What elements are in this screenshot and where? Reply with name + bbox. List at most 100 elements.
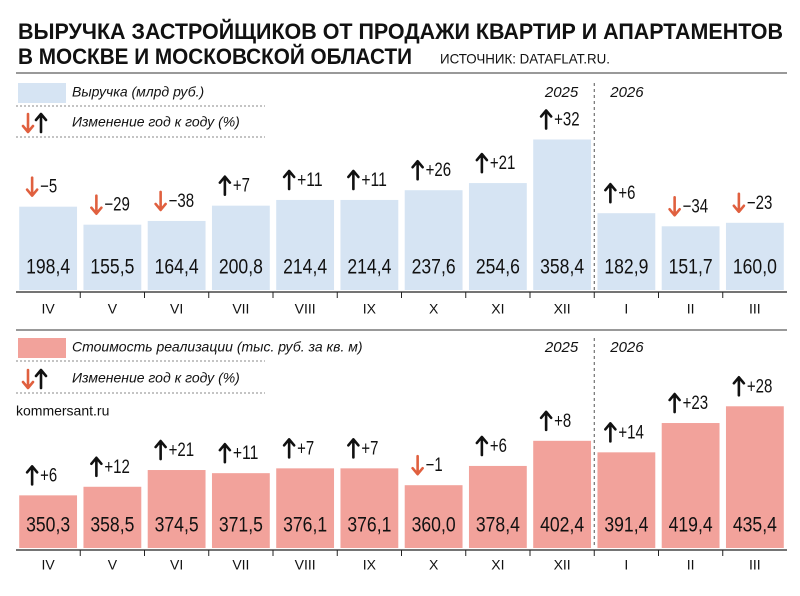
legend-swatch xyxy=(18,83,66,103)
legend-arrow xyxy=(34,368,48,390)
change-label: +8 xyxy=(554,411,571,432)
change-label: +26 xyxy=(426,160,452,181)
bar xyxy=(468,465,527,548)
x-tick-label: X xyxy=(429,557,439,573)
change-arrow xyxy=(411,454,424,476)
change-arrow xyxy=(218,442,232,464)
change-label: −23 xyxy=(747,193,773,214)
year-label: 2025 xyxy=(544,339,579,356)
bar xyxy=(597,452,656,548)
bar xyxy=(83,486,142,548)
change-arrow xyxy=(475,152,489,174)
change-arrow xyxy=(411,159,424,181)
legend-arrow xyxy=(34,112,48,134)
bar-value-label: 360,0 xyxy=(412,514,456,537)
change-label: −34 xyxy=(683,196,709,217)
change-arrow xyxy=(604,182,617,204)
bar-value-label: 160,0 xyxy=(733,256,777,279)
change-label: −38 xyxy=(169,191,195,212)
legend-label: Стоимость реализации (тыс. руб. за кв. м… xyxy=(72,339,363,355)
x-tick-label: IX xyxy=(363,557,377,573)
change-label: +21 xyxy=(169,440,195,461)
x-tick-label: II xyxy=(687,557,695,573)
change-arrow xyxy=(668,392,681,414)
x-tick-label: IV xyxy=(42,557,56,573)
x-tick-label: V xyxy=(108,557,118,573)
watermark: kommersant.ru xyxy=(16,403,109,419)
bar-value-label: 200,8 xyxy=(219,256,263,279)
x-tick-label: VII xyxy=(232,301,249,317)
bar-value-label: 182,9 xyxy=(604,256,648,279)
bar xyxy=(276,199,335,290)
legend-label: Изменение год к году (%) xyxy=(72,114,240,130)
legend-arrow xyxy=(21,112,35,134)
bar xyxy=(533,440,592,548)
bar-value-label: 214,4 xyxy=(283,256,327,279)
change-label: +7 xyxy=(361,438,378,459)
bar xyxy=(340,468,399,548)
change-label: +11 xyxy=(297,170,323,191)
bar-value-label: 358,5 xyxy=(90,514,134,537)
bar-value-label: 376,1 xyxy=(283,514,327,537)
bar xyxy=(147,220,206,290)
change-label: +6 xyxy=(618,183,635,204)
change-label: +12 xyxy=(104,457,130,478)
x-tick-label: I xyxy=(624,301,628,317)
x-tick-label: XI xyxy=(491,557,504,573)
change-arrow xyxy=(154,439,167,461)
bar-value-label: 151,7 xyxy=(669,256,713,279)
x-tick-label: IV xyxy=(42,301,56,317)
change-arrow xyxy=(732,192,746,214)
x-tick-label: III xyxy=(749,301,761,317)
bar-value-label: 435,4 xyxy=(733,514,777,537)
x-tick-label: IX xyxy=(363,301,377,317)
change-label: +11 xyxy=(233,443,259,464)
change-label: −5 xyxy=(40,177,57,198)
change-arrow xyxy=(25,465,39,486)
change-arrow xyxy=(347,169,360,191)
year-label: 2026 xyxy=(609,84,644,101)
x-tick-label: II xyxy=(687,301,695,317)
bar-value-label: 350,3 xyxy=(26,514,70,537)
bar xyxy=(468,183,527,290)
source: ИСТОЧНИК: DATAFLAT.RU. xyxy=(440,51,610,67)
change-arrow xyxy=(282,169,296,191)
bar xyxy=(211,205,270,290)
change-label: −29 xyxy=(104,195,130,216)
change-arrow xyxy=(539,410,553,432)
change-arrow xyxy=(732,375,746,397)
x-tick-label: V xyxy=(108,301,118,317)
bar-value-label: 419,4 xyxy=(669,514,713,537)
legend-arrow xyxy=(21,368,35,390)
change-label: +32 xyxy=(554,109,580,130)
bar xyxy=(725,406,784,548)
change-label: +7 xyxy=(233,176,250,197)
change-label: +6 xyxy=(490,436,507,457)
change-label: +7 xyxy=(297,438,314,459)
bar xyxy=(147,470,206,548)
bar xyxy=(404,190,463,290)
change-arrow xyxy=(154,190,167,212)
bar-value-label: 198,4 xyxy=(26,256,70,279)
x-tick-label: VI xyxy=(170,301,183,317)
bar-value-label: 358,4 xyxy=(540,256,584,279)
change-arrow xyxy=(604,422,617,443)
x-tick-label: XI xyxy=(491,301,504,317)
change-label: +28 xyxy=(747,376,773,397)
legend-label: Выручка (млрд руб.) xyxy=(72,84,204,100)
bar xyxy=(340,199,399,290)
year-label: 2025 xyxy=(544,84,579,101)
bar xyxy=(661,423,720,548)
bar-value-label: 164,4 xyxy=(155,256,199,279)
change-label: +6 xyxy=(40,465,57,486)
bar-value-label: 378,4 xyxy=(476,514,520,537)
bar xyxy=(404,485,463,548)
bar xyxy=(19,495,78,548)
bar xyxy=(276,468,335,548)
x-tick-label: VIII xyxy=(295,557,316,573)
change-label: +14 xyxy=(618,422,644,443)
change-arrow xyxy=(475,435,489,457)
x-tick-label: XII xyxy=(554,301,571,317)
change-arrow xyxy=(25,176,39,197)
bar xyxy=(661,226,720,290)
